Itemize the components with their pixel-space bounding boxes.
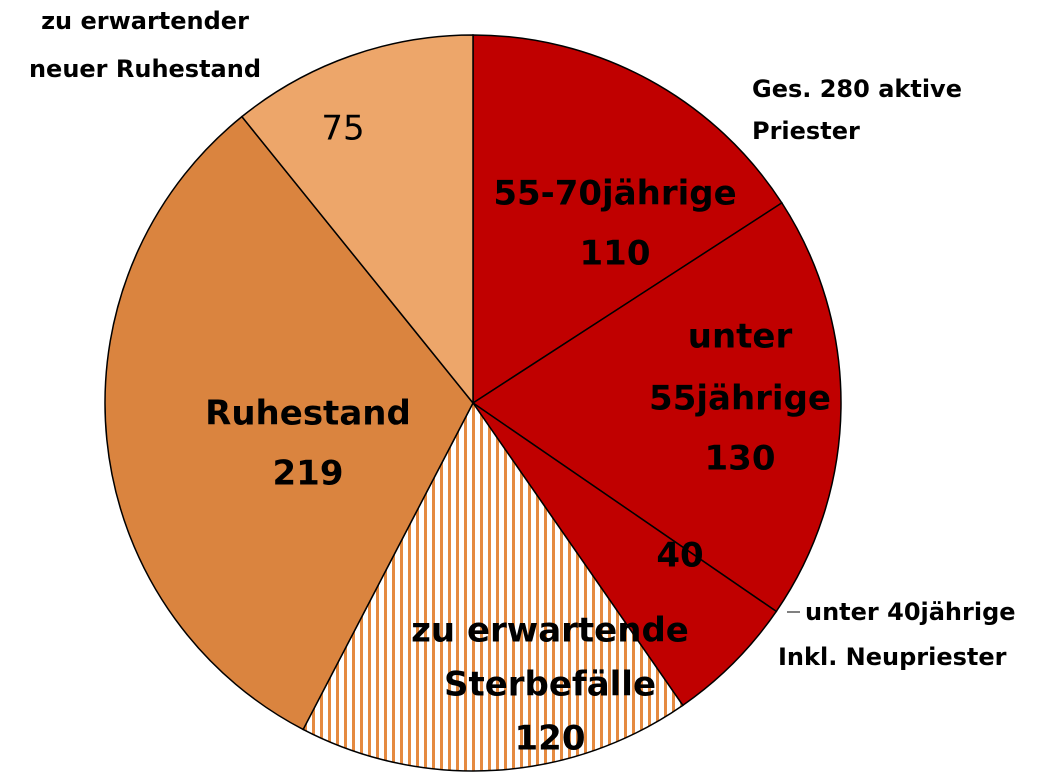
slice-label: neuer Ruhestand (29, 55, 261, 83)
slice-label: 55jährige (649, 379, 831, 419)
annotation: Ges. 280 aktive (752, 75, 962, 103)
slice-label: unter 40jährige (805, 598, 1016, 626)
value-label: 75 (321, 109, 364, 149)
pie-slice (472, 402, 778, 707)
value-label: 110 (580, 234, 651, 274)
pie-slice (471, 201, 842, 613)
pie-slice (472, 34, 783, 405)
value-label: 40 (656, 536, 703, 576)
slice-label: Ruhestand (205, 394, 411, 434)
pie-slice (302, 401, 684, 772)
value-label: 219 (273, 454, 344, 494)
slice-label: zu erwartender (41, 7, 249, 35)
value-label: 120 (515, 719, 586, 759)
annotation: Priester (752, 117, 860, 145)
pie-slice (240, 34, 474, 406)
slice-label: Sterbefälle (444, 665, 656, 705)
value-label: 130 (705, 439, 776, 479)
slice-label: 55-70jährige (493, 174, 736, 214)
slice-label: Inkl. Neupriester (778, 643, 1007, 671)
pie-slice (104, 115, 474, 731)
slice-label: unter (688, 317, 793, 357)
slice-label: zu erwartende (411, 611, 689, 651)
